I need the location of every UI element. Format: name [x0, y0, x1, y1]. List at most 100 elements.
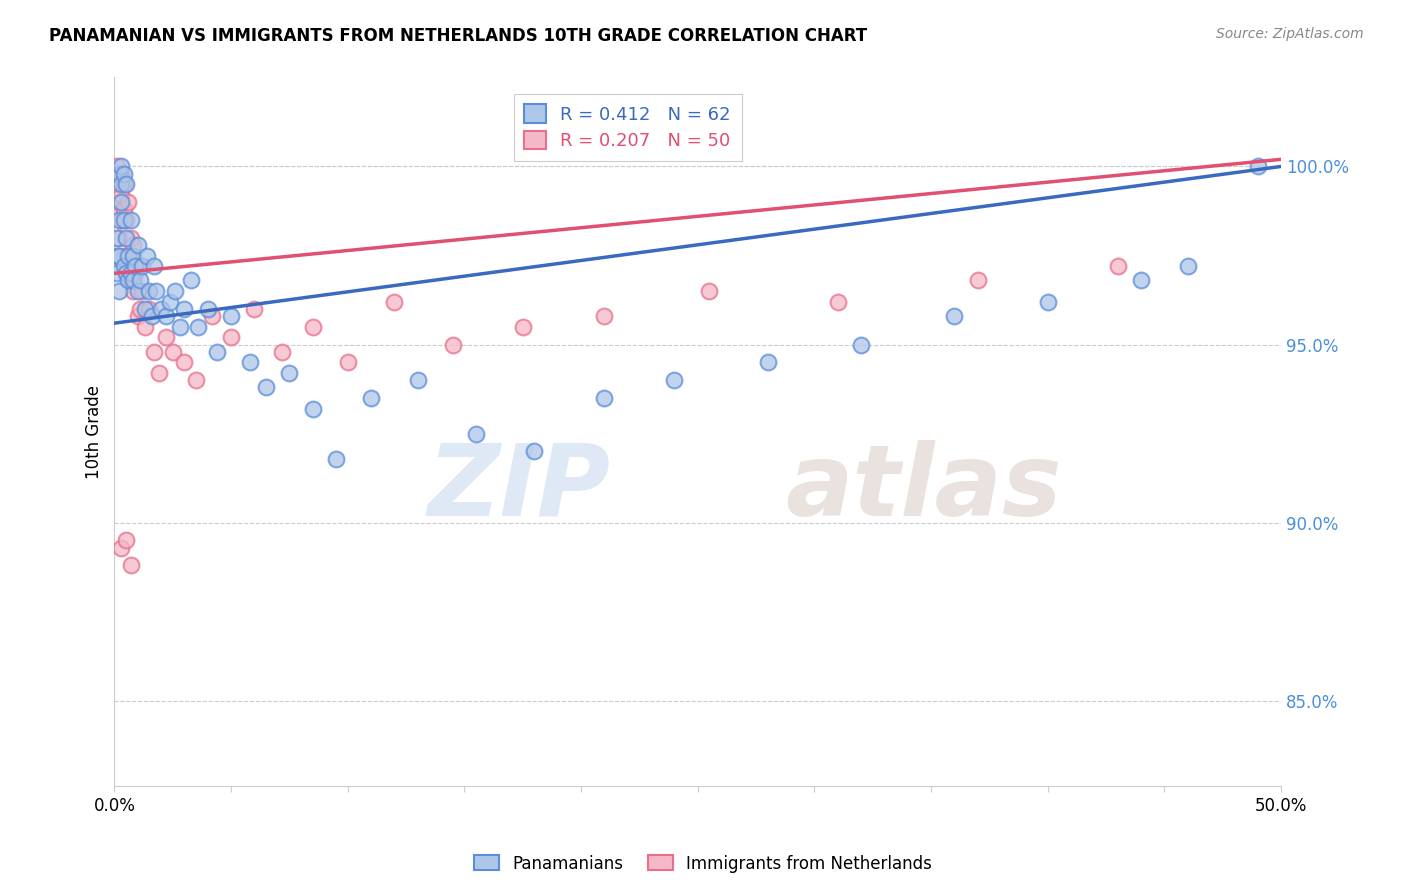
- Text: atlas: atlas: [785, 440, 1062, 537]
- Point: [108, 167, 131, 181]
- Point: [827, 294, 849, 309]
- Point: [115, 266, 138, 280]
- Point: [112, 259, 135, 273]
- Point: [325, 451, 347, 466]
- Point: [120, 558, 142, 573]
- Point: [187, 319, 209, 334]
- Point: [271, 344, 294, 359]
- Point: [165, 284, 187, 298]
- Point: [105, 160, 128, 174]
- Point: [122, 237, 145, 252]
- Point: [129, 273, 152, 287]
- Point: [406, 373, 429, 387]
- Point: [593, 309, 616, 323]
- Point: [110, 195, 132, 210]
- Point: [145, 284, 167, 298]
- Point: [219, 330, 242, 344]
- Point: [360, 391, 382, 405]
- Point: [105, 202, 128, 217]
- Point: [105, 230, 128, 244]
- Point: [143, 344, 166, 359]
- Point: [108, 248, 131, 262]
- Point: [122, 273, 145, 287]
- Point: [105, 266, 128, 280]
- Point: [110, 167, 132, 181]
- Point: [105, 248, 128, 262]
- Point: [127, 284, 149, 298]
- Point: [129, 301, 152, 316]
- Point: [110, 213, 132, 227]
- Point: [141, 309, 163, 323]
- Point: [110, 178, 132, 192]
- Point: [155, 309, 177, 323]
- Point: [184, 373, 207, 387]
- Point: [127, 259, 149, 273]
- Point: [117, 195, 139, 210]
- Point: [699, 284, 721, 298]
- Point: [110, 541, 132, 555]
- Point: [115, 259, 138, 273]
- Point: [512, 319, 534, 334]
- Point: [197, 301, 219, 316]
- Point: [173, 355, 195, 369]
- Point: [115, 213, 138, 227]
- Point: [239, 355, 262, 369]
- Point: [112, 248, 135, 262]
- Point: [1130, 273, 1153, 287]
- Point: [254, 380, 277, 394]
- Point: [108, 230, 131, 244]
- Point: [110, 188, 132, 202]
- Point: [301, 401, 323, 416]
- Text: PANAMANIAN VS IMMIGRANTS FROM NETHERLANDS 10TH GRADE CORRELATION CHART: PANAMANIAN VS IMMIGRANTS FROM NETHERLAND…: [49, 27, 868, 45]
- Point: [966, 273, 988, 287]
- Point: [162, 344, 184, 359]
- Point: [124, 266, 146, 280]
- Point: [243, 301, 266, 316]
- Point: [120, 266, 142, 280]
- Point: [201, 309, 224, 323]
- Text: Source: ZipAtlas.com: Source: ZipAtlas.com: [1216, 27, 1364, 41]
- Point: [127, 237, 149, 252]
- Point: [108, 284, 131, 298]
- Point: [115, 533, 138, 548]
- Point: [138, 301, 160, 316]
- Point: [110, 160, 132, 174]
- Text: ZIP: ZIP: [427, 440, 610, 537]
- Point: [112, 178, 135, 192]
- Legend: Panamanians, Immigrants from Netherlands: Panamanians, Immigrants from Netherlands: [467, 848, 939, 880]
- Point: [1036, 294, 1059, 309]
- Point: [180, 273, 202, 287]
- Point: [523, 444, 546, 458]
- Point: [127, 309, 149, 323]
- Point: [122, 248, 145, 262]
- Point: [117, 273, 139, 287]
- Point: [205, 344, 228, 359]
- Point: [155, 330, 177, 344]
- Point: [301, 319, 323, 334]
- Point: [131, 259, 153, 273]
- Point: [1177, 259, 1199, 273]
- Point: [465, 426, 488, 441]
- Point: [756, 355, 779, 369]
- Point: [108, 167, 131, 181]
- Point: [115, 178, 138, 192]
- Point: [120, 230, 142, 244]
- Point: [849, 337, 872, 351]
- Point: [173, 301, 195, 316]
- Point: [943, 309, 966, 323]
- Point: [278, 366, 301, 380]
- Point: [117, 248, 139, 262]
- Point: [105, 178, 128, 192]
- Point: [148, 366, 170, 380]
- Point: [124, 259, 146, 273]
- Point: [112, 202, 135, 217]
- Point: [112, 213, 135, 227]
- Point: [336, 355, 359, 369]
- Point: [122, 284, 145, 298]
- Y-axis label: 10th Grade: 10th Grade: [86, 384, 103, 479]
- Legend: R = 0.412   N = 62, R = 0.207   N = 50: R = 0.412 N = 62, R = 0.207 N = 50: [513, 94, 742, 161]
- Point: [219, 309, 242, 323]
- Point: [1246, 160, 1268, 174]
- Point: [108, 213, 131, 227]
- Point: [593, 391, 616, 405]
